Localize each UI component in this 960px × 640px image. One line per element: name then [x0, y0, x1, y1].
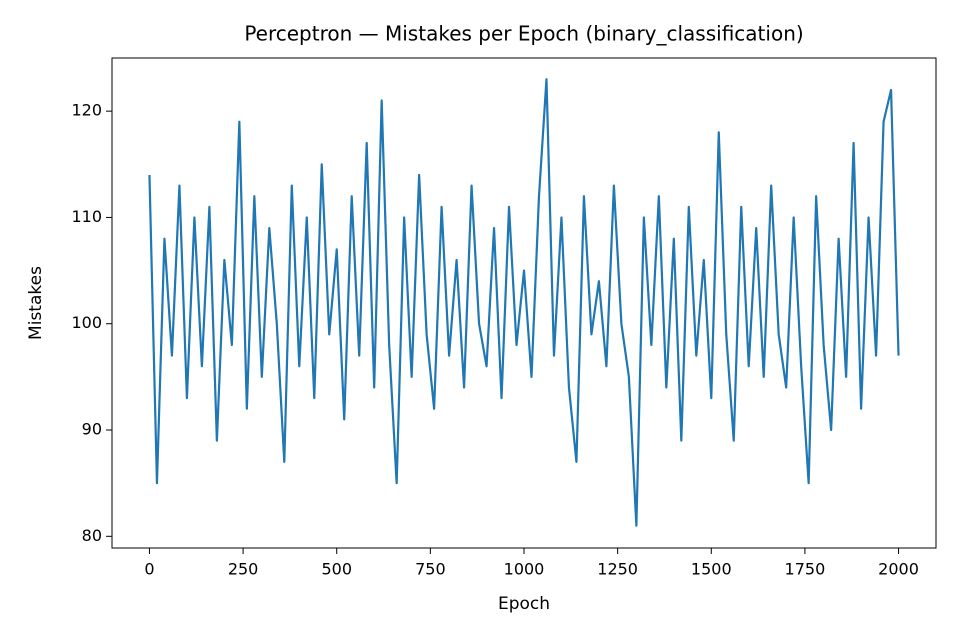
x-tick-label: 2000: [878, 560, 919, 579]
chart-title: Perceptron — Mistakes per Epoch (binary_…: [244, 22, 803, 46]
y-tick-label: 90: [82, 420, 102, 439]
y-tick-label: 80: [82, 526, 102, 545]
y-tick-label: 100: [71, 313, 102, 332]
plot-frame: [111, 57, 937, 549]
x-axis-label: Epoch: [498, 594, 550, 614]
y-tick-label: 110: [71, 207, 102, 226]
y-tick-label: 120: [71, 101, 102, 120]
y-axis-label: Mistakes: [26, 266, 46, 340]
x-tick-label: 750: [415, 560, 446, 579]
x-tick-label: 1750: [785, 560, 826, 579]
x-tick-label: 1500: [691, 560, 732, 579]
x-tick-label: 500: [321, 560, 352, 579]
x-tick-label: 1000: [504, 560, 545, 579]
x-tick-label: 0: [144, 560, 154, 579]
x-tick-label: 250: [228, 560, 259, 579]
data-line: [148, 78, 900, 527]
x-tick-label: 1250: [597, 560, 638, 579]
